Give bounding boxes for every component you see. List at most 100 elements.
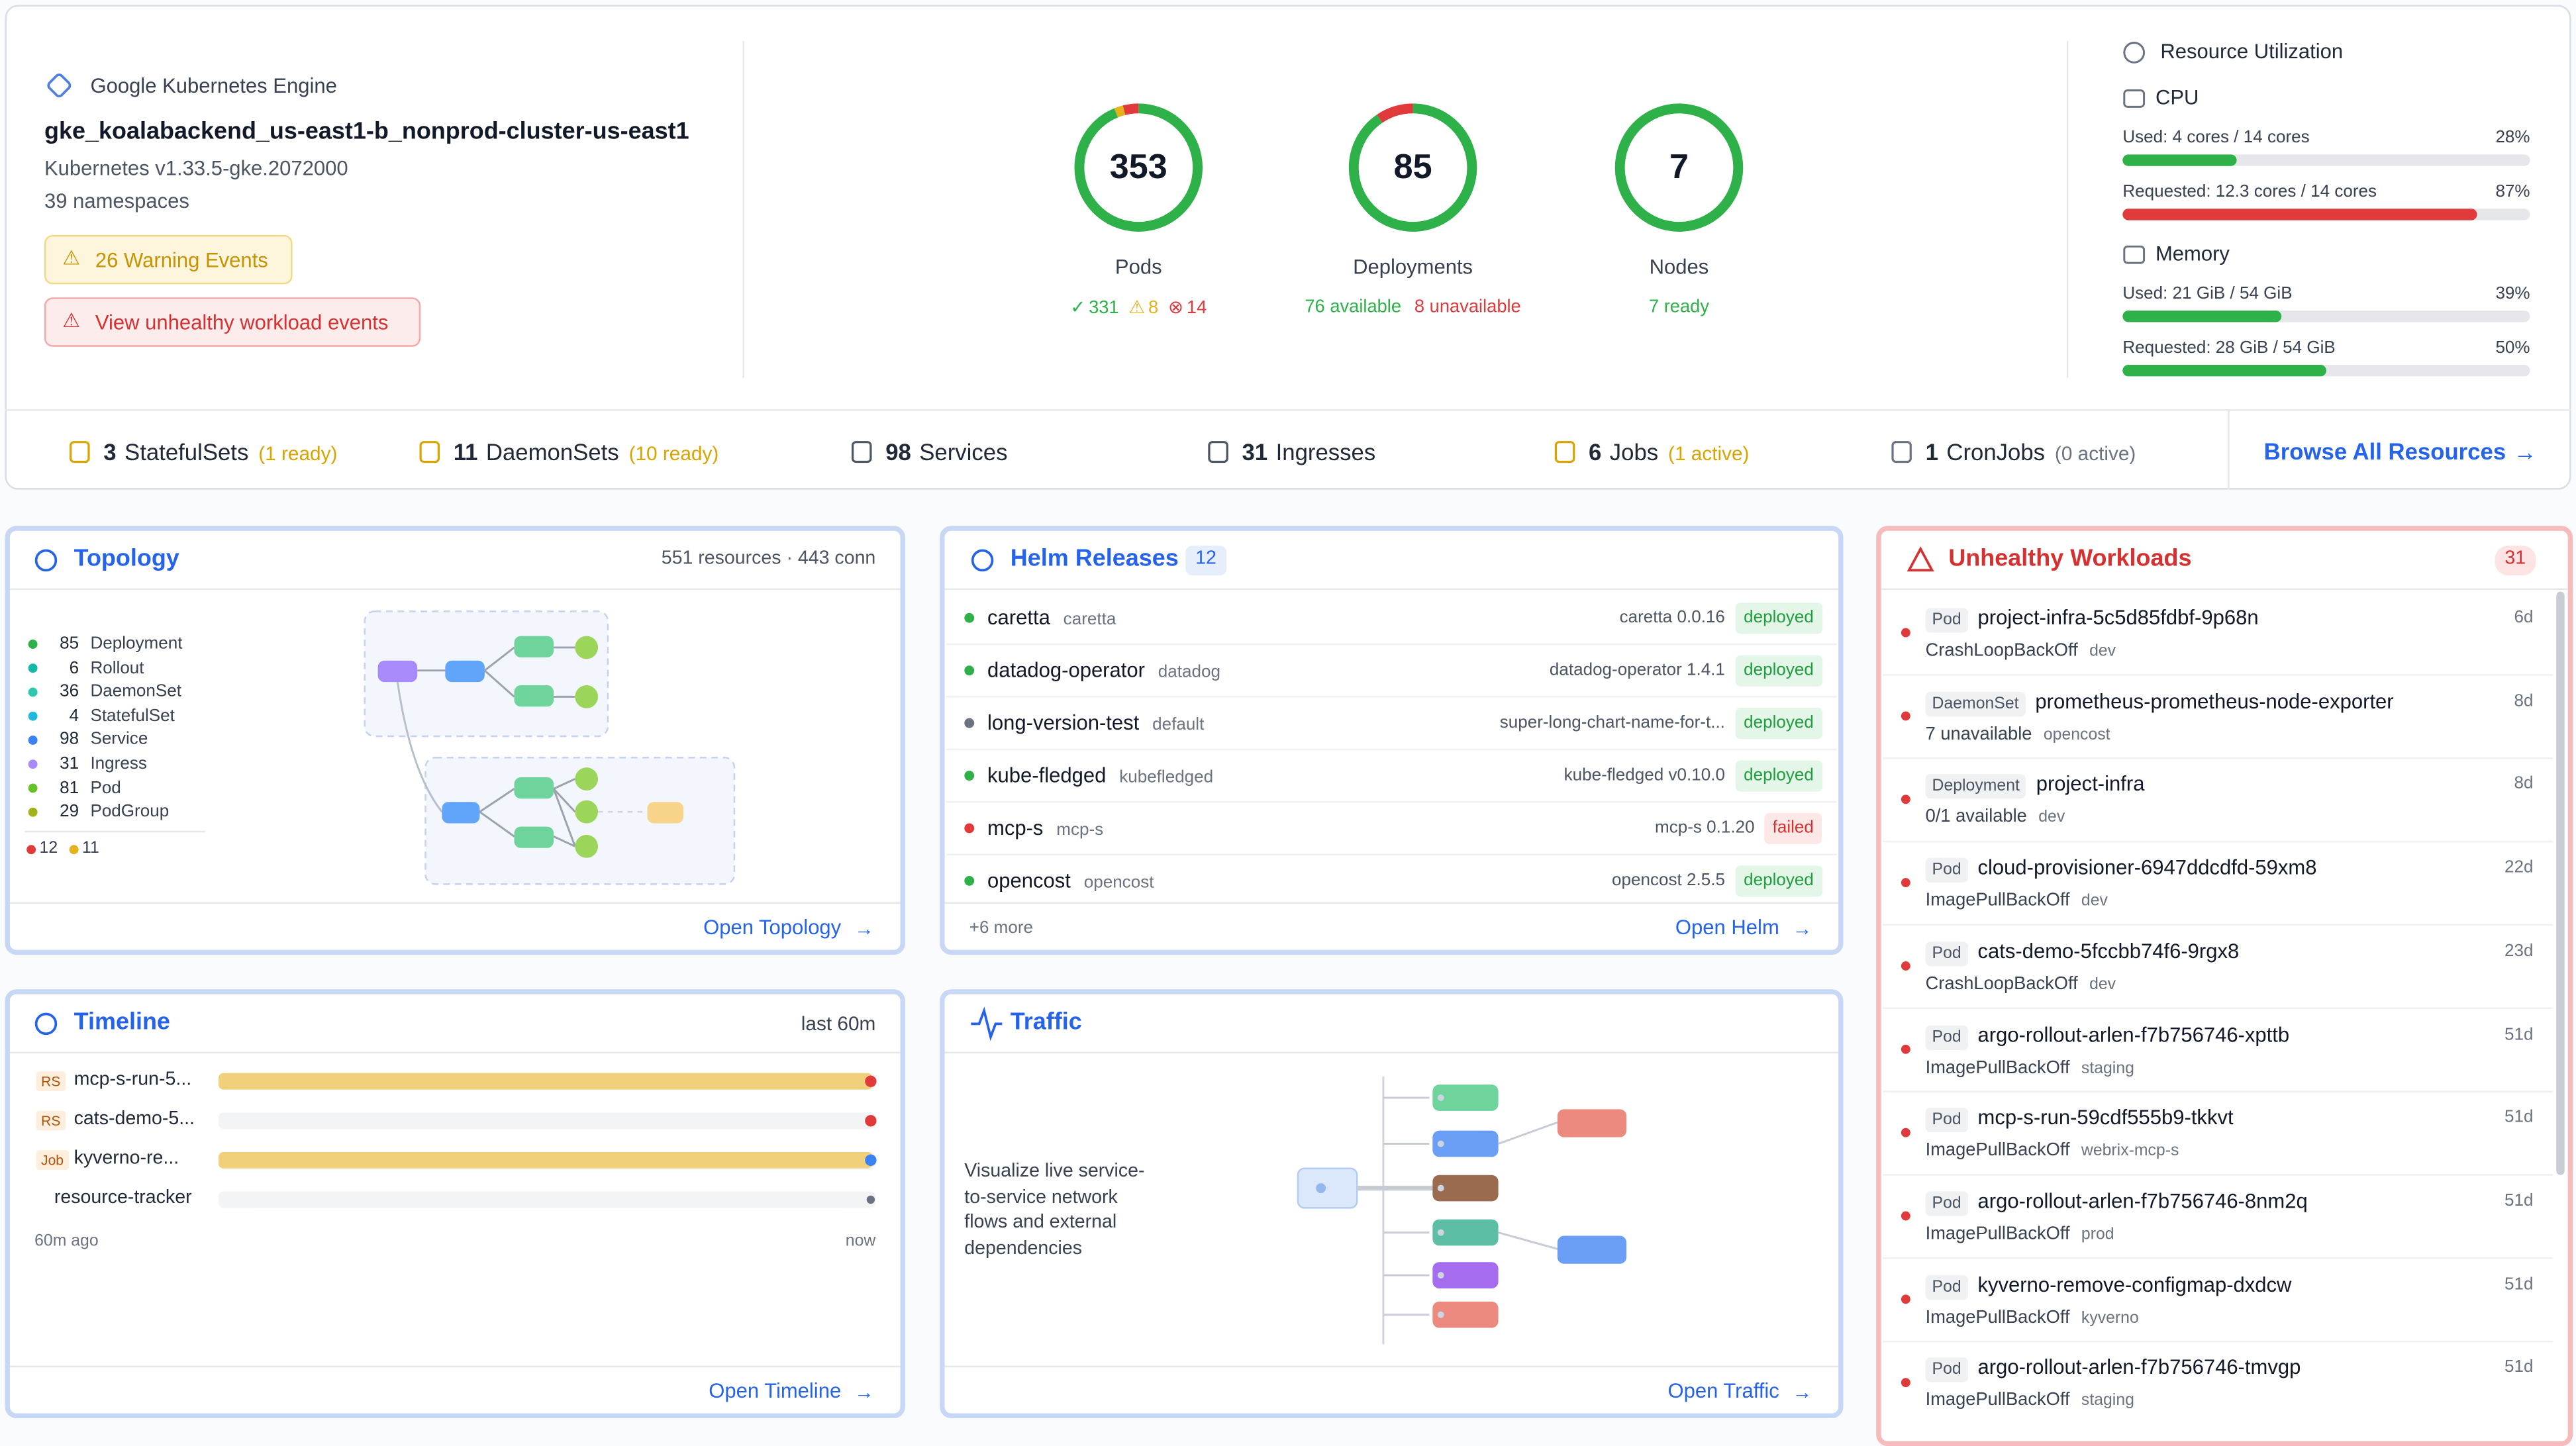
age: 51d: [2504, 1024, 2534, 1044]
label: 39%: [2495, 283, 2530, 304]
open-link[interactable]: Open Traffic: [1667, 1379, 1779, 1403]
stat-label: 7 ready: [1648, 297, 1710, 318]
namespace: opencost: [1083, 872, 1154, 892]
name: CronJobs: [1946, 438, 2046, 465]
summary-item[interactable]: 31 Ingresses: [1242, 439, 1376, 465]
gauge-stats: 76 available 8 unavailable: [1305, 297, 1520, 317]
workload[interactable]: Pod argo-rollout-arlen-f7b756746-8nm2q: [1925, 1190, 2308, 1216]
status: 0/1 available: [1925, 807, 2027, 828]
kind-badge: Pod: [1925, 857, 1968, 883]
legend-name: PodGroup: [90, 801, 170, 822]
divider: [944, 1365, 1839, 1368]
release[interactable]: opencost opencost: [987, 869, 1154, 892]
workload-status: CrashLoopBackOff dev: [1926, 641, 2116, 661]
chart: super-long-chart-name-for-t...: [1499, 712, 1725, 733]
workload[interactable]: Pod argo-rollout-arlen-f7b756746-xpttb: [1925, 1023, 2290, 1049]
label: Google Kubernetes Engine: [90, 74, 337, 98]
release[interactable]: caretta caretta: [987, 606, 1116, 630]
summary-item[interactable]: 98 Services: [885, 439, 1007, 465]
count: 3: [103, 438, 117, 465]
release[interactable]: kube-fledged kubefledged: [987, 764, 1213, 787]
gauge-label: Pods: [1115, 255, 1162, 279]
workload-status: ImagePullBackOff webrix-mcp-s: [1926, 1141, 2179, 1161]
release-name: long-version-test: [987, 711, 1140, 735]
warning-events-button[interactable]: 26 Warning Events ⚠: [44, 234, 293, 285]
status: ImagePullBackOff: [1925, 1057, 2070, 1078]
helm-panel: [940, 526, 1844, 955]
workload-name: argo-rollout-arlen-f7b756746-xpttb: [1977, 1023, 2290, 1046]
unhealthy-events-button[interactable]: View unhealthy workload events ⚠: [44, 297, 421, 347]
divider: [944, 902, 1839, 904]
label: 87%: [2495, 181, 2530, 202]
namespace: prod: [2081, 1226, 2114, 1244]
label: 28%: [2495, 127, 2530, 148]
divider: [9, 1051, 901, 1054]
release[interactable]: datadog-operator datadog: [987, 659, 1220, 682]
label: now: [845, 1232, 876, 1251]
panel-title: Helm Releases: [1010, 546, 1179, 573]
release[interactable]: long-version-test default: [987, 712, 1204, 735]
summary-item[interactable]: 11 DaemonSets (10 ready): [454, 439, 719, 465]
workload[interactable]: Deployment project-infra: [1925, 773, 2144, 800]
age: 23d: [2504, 941, 2534, 961]
note: (1 active): [1668, 442, 1750, 465]
stat-label: 76 available: [1305, 297, 1402, 318]
open-link[interactable]: Open Timeline: [709, 1379, 842, 1403]
kind-badge: Pod: [1925, 1357, 1968, 1383]
status: ImagePullBackOff: [1925, 1141, 2070, 1161]
divider: [2066, 41, 2069, 378]
divider: [9, 902, 901, 904]
workload[interactable]: Pod mcp-s-run-59cdf555b9-tkkvt: [1925, 1106, 2234, 1133]
release[interactable]: mcp-s mcp-s: [987, 817, 1103, 840]
count-badge: 31: [2495, 546, 2536, 575]
age: 8d: [2514, 774, 2534, 795]
open-link[interactable]: Open Topology: [703, 916, 842, 940]
status: 7 unavailable: [1925, 724, 2032, 744]
name: Jobs: [1609, 438, 1659, 465]
workload[interactable]: DaemonSet prometheus-prometheus-node-expo…: [1925, 690, 2394, 716]
workload-name: mcp-s-run-59cdf555b9-tkkvt: [1977, 1106, 2234, 1130]
age: 51d: [2504, 1190, 2534, 1211]
status: CrashLoopBackOff: [1925, 641, 2078, 661]
summary-item[interactable]: 1 CronJobs (0 active): [1926, 439, 2136, 465]
kind-badge: Pod: [1925, 941, 1968, 966]
status-badge: deployed: [1735, 760, 1822, 791]
open-link[interactable]: Open Helm: [1675, 916, 1779, 940]
workload[interactable]: Pod cloud-provisioner-6947ddcdfd-59xm8: [1925, 856, 2317, 883]
workload[interactable]: Pod project-infra-5c5d85fdbf-9p68n: [1925, 606, 2259, 633]
summary-item[interactable]: 6 Jobs (1 active): [1589, 439, 1749, 465]
divider: [944, 1051, 1839, 1054]
legend-count: 29: [60, 801, 79, 822]
kind-badge: Deployment: [1925, 775, 2026, 800]
workload[interactable]: Pod kyverno-remove-configmap-dxdcw: [1925, 1273, 2291, 1300]
label[interactable]: 26 Warning Events: [95, 249, 268, 272]
release-name: kube-fledged: [987, 764, 1107, 787]
name: StatefulSets: [124, 438, 249, 465]
kind-badge: Pod: [1925, 1191, 1968, 1216]
workload[interactable]: Pod cats-demo-5fccbb74f6-9rgx8: [1925, 940, 2239, 966]
workload-status: 0/1 available dev: [1926, 808, 2065, 828]
status: ImagePullBackOff: [1925, 1390, 2070, 1411]
label: Requested: 12.3 cores / 14 cores: [2122, 181, 2377, 202]
label[interactable]: View unhealthy workload events: [95, 311, 389, 335]
divider: [5, 409, 2571, 411]
browse-link[interactable]: Browse All Resources: [2263, 438, 2506, 465]
status: ImagePullBackOff: [1925, 1224, 2070, 1244]
release-name: datadog-operator: [987, 659, 1145, 683]
summary-item[interactable]: 3 StatefulSets (1 ready): [103, 439, 337, 465]
kind-badge: Pod: [1925, 1024, 1968, 1049]
workload-status: ImagePullBackOff prod: [1926, 1224, 2114, 1244]
namespace: webrix-mcp-s: [2081, 1142, 2179, 1161]
panel-title: Timeline: [74, 1009, 170, 1036]
workload-status: ImagePullBackOff dev: [1926, 891, 2108, 911]
divider: [9, 588, 901, 591]
workload-name: cloud-provisioner-6947ddcdfd-59xm8: [1977, 856, 2317, 880]
workload[interactable]: Pod argo-rollout-arlen-f7b756746-tmvgp: [1925, 1356, 2301, 1383]
divider: [1881, 588, 2568, 591]
namespace: opencost: [2043, 726, 2110, 744]
stat-value: 8: [1148, 298, 1159, 318]
count: 31: [1242, 438, 1268, 465]
label: Requested: 28 GiB / 54 GiB: [2122, 338, 2336, 358]
cluster-name: gke_koalabackend_us-east1-b_nonprod-clus…: [44, 119, 689, 146]
namespace: dev: [2089, 975, 2116, 994]
